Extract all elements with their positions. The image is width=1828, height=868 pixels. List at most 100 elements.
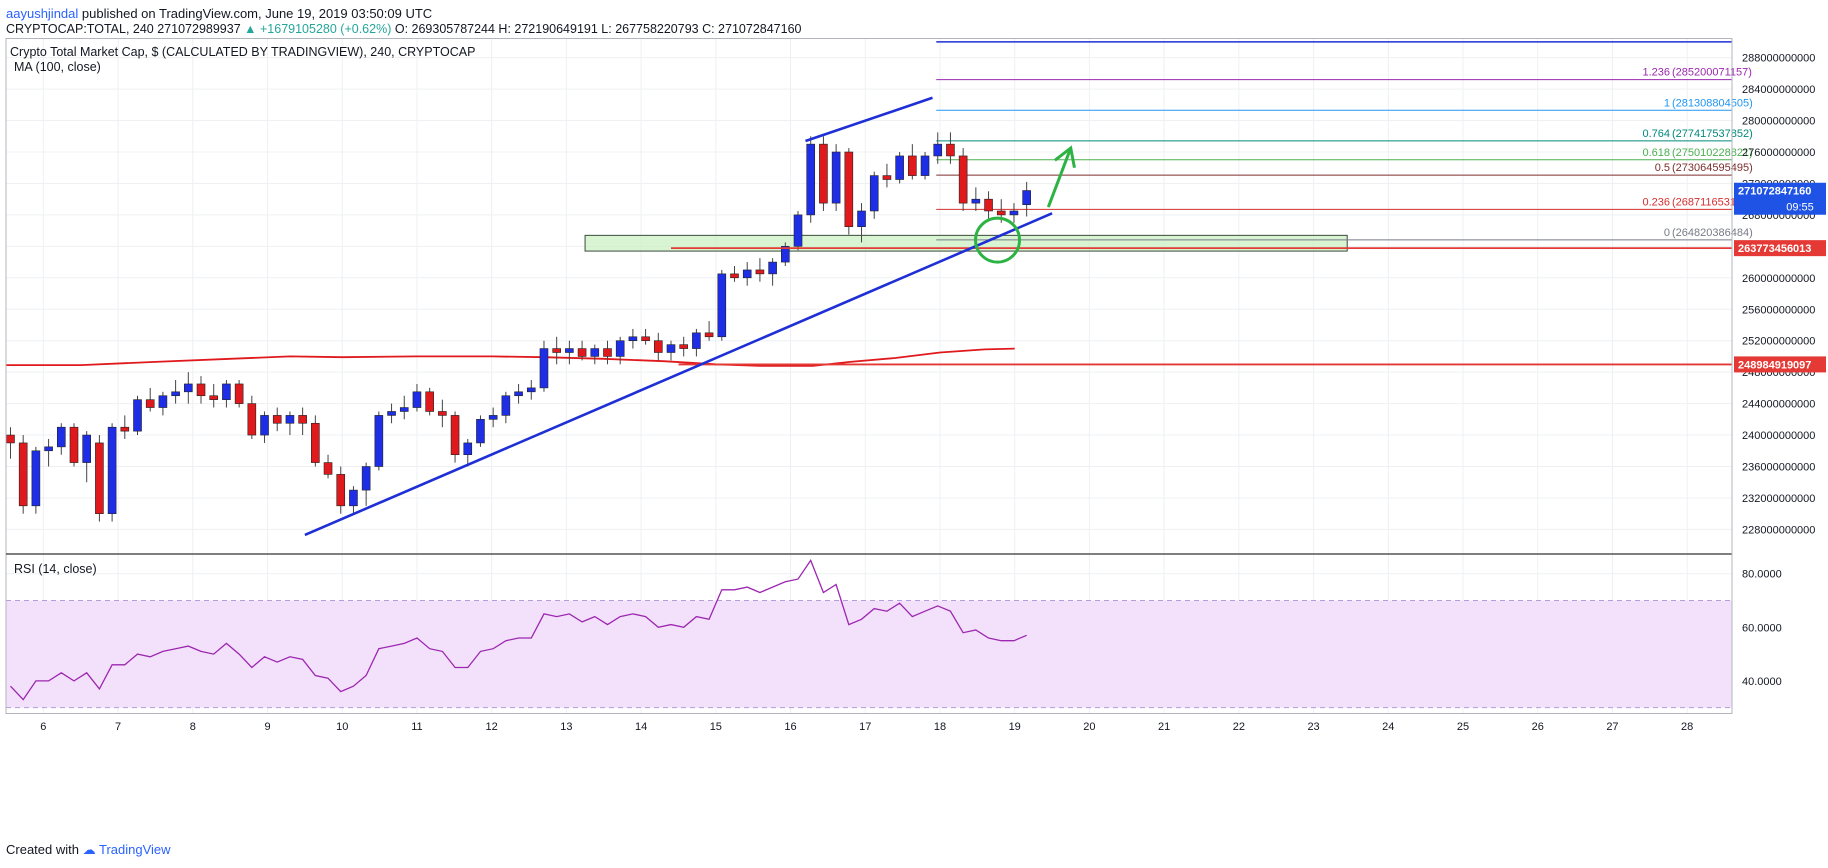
candle-body: [120, 426, 130, 432]
candle-body: [844, 151, 854, 228]
rsi-band-fill: [6, 600, 1732, 708]
countdown-label: 09:55: [1786, 202, 1814, 214]
x-tick-label: 9: [264, 721, 270, 733]
fib-level-value: (275010228821): [1672, 147, 1753, 159]
candle-body: [209, 395, 219, 400]
x-tick-label: 16: [784, 721, 796, 733]
candle-body: [133, 399, 142, 432]
candle-body: [692, 332, 701, 349]
chart-svg[interactable]: 1.236 (285200071157)1 (281308804505)0.764(…: [0, 38, 1828, 838]
current-price: 271072989937: [157, 22, 241, 36]
candle-body: [463, 442, 473, 456]
price-tick-label: 280000000000: [1742, 116, 1815, 128]
x-tick-label: 10: [336, 721, 348, 733]
moving-average-layer: [6, 347, 1015, 367]
x-tick-label: 24: [1382, 721, 1394, 733]
candle-body: [552, 348, 561, 353]
ohlc-values: O: 269305787244 H: 272190649191 L: 26775…: [394, 22, 802, 36]
price-tag-label: 248984919097: [1738, 359, 1811, 371]
candle-body: [374, 415, 384, 467]
candle-body: [679, 344, 688, 349]
candle-body: [768, 261, 777, 275]
tradingview-brand[interactable]: TradingView: [99, 842, 171, 857]
rsi-line: [10, 559, 1027, 701]
chart-title: Crypto Total Market Cap, $ (CALCULATED B…: [10, 45, 475, 59]
candle-body: [869, 175, 879, 212]
candle-body: [107, 426, 117, 514]
candle-body: [857, 210, 866, 228]
x-tick-label: 21: [1158, 721, 1170, 733]
candle-body: [412, 391, 422, 408]
candle-body: [31, 450, 41, 507]
candle-body: [171, 391, 180, 397]
candle-body: [984, 198, 993, 212]
ma-indicator-label: MA (100, close): [14, 60, 101, 74]
candle-body: [285, 415, 295, 424]
candle-body: [298, 415, 307, 424]
x-tick-label: 13: [560, 721, 572, 733]
author-link[interactable]: aayushjindal: [6, 6, 79, 21]
x-tick-label: 6: [40, 721, 46, 733]
candle-body: [641, 336, 650, 342]
candle-body: [247, 403, 257, 436]
candle-body: [361, 466, 371, 491]
candle-body: [1009, 210, 1019, 216]
candle-body: [577, 348, 587, 357]
price-tag-label: 263773456013: [1738, 243, 1811, 255]
candle-body: [234, 383, 244, 404]
price-tick-label: 228000000000: [1742, 524, 1815, 536]
candle-body: [908, 155, 917, 176]
price-tick-label: 260000000000: [1742, 273, 1815, 285]
x-tick-label: 7: [115, 721, 121, 733]
candle-body: [717, 273, 727, 338]
price-tick-label: 276000000000: [1742, 147, 1815, 159]
candle-body: [425, 391, 434, 412]
candle-body: [1022, 190, 1031, 205]
price-tag-bg: [1734, 356, 1826, 373]
drawings-layer: [304, 96, 1732, 537]
fib-level-value: (277417537852): [1672, 128, 1753, 140]
chart-area[interactable]: 1.236 (285200071157) 1 (281308804505) 0.764(…: [0, 38, 1828, 838]
candle-body: [742, 269, 752, 279]
fib-level-ratio: 1.236: [1642, 67, 1670, 79]
fib-level-ratio: 1: [1664, 97, 1670, 109]
candle-body: [18, 442, 28, 507]
rsi-layer: [6, 559, 1732, 709]
price-tick-label: 232000000000: [1742, 493, 1815, 505]
last-price-tag-bg: [1734, 182, 1826, 215]
fib-level-value: (264820386484): [1672, 227, 1753, 239]
candle-body: [82, 434, 91, 463]
x-tick-label: 20: [1083, 721, 1095, 733]
candle-body: [653, 340, 663, 353]
candle-body: [514, 391, 523, 397]
candle-body: [781, 246, 790, 263]
candle-body: [6, 434, 15, 444]
publish-info: aayushjindal published on TradingView.co…: [6, 6, 432, 21]
candle-body: [793, 214, 803, 247]
candle-body: [311, 422, 320, 463]
candle-body: [730, 273, 739, 279]
candle-body: [628, 336, 638, 342]
candle-body: [69, 426, 79, 463]
fib-level-ratio: 0.5: [1655, 162, 1670, 174]
rsi-tick-label: 60.0000: [1742, 622, 1782, 634]
x-tick-label: 8: [190, 721, 196, 733]
annotation-arrow-head: [1053, 145, 1076, 169]
trendline: [805, 96, 933, 143]
annotation-arrow-shaft: [1046, 147, 1073, 208]
grid-layer: [6, 38, 1732, 713]
price-tick-label: 252000000000: [1742, 336, 1815, 348]
candle-body: [933, 143, 943, 157]
x-tick-label: 18: [934, 721, 946, 733]
footer: Created with ☁ TradingView: [6, 842, 171, 858]
candle-body: [323, 462, 333, 475]
candle-body: [260, 415, 269, 436]
trendline: [304, 212, 1053, 537]
x-tick-label: 27: [1606, 721, 1618, 733]
candle-body: [958, 155, 968, 204]
published-text: published on TradingView.com, June 19, 2…: [81, 6, 433, 21]
candle-body: [971, 198, 981, 204]
fib-level-ratio: 0.764: [1642, 128, 1670, 140]
price-tick-label: 284000000000: [1742, 84, 1815, 96]
candle-body: [946, 143, 955, 157]
